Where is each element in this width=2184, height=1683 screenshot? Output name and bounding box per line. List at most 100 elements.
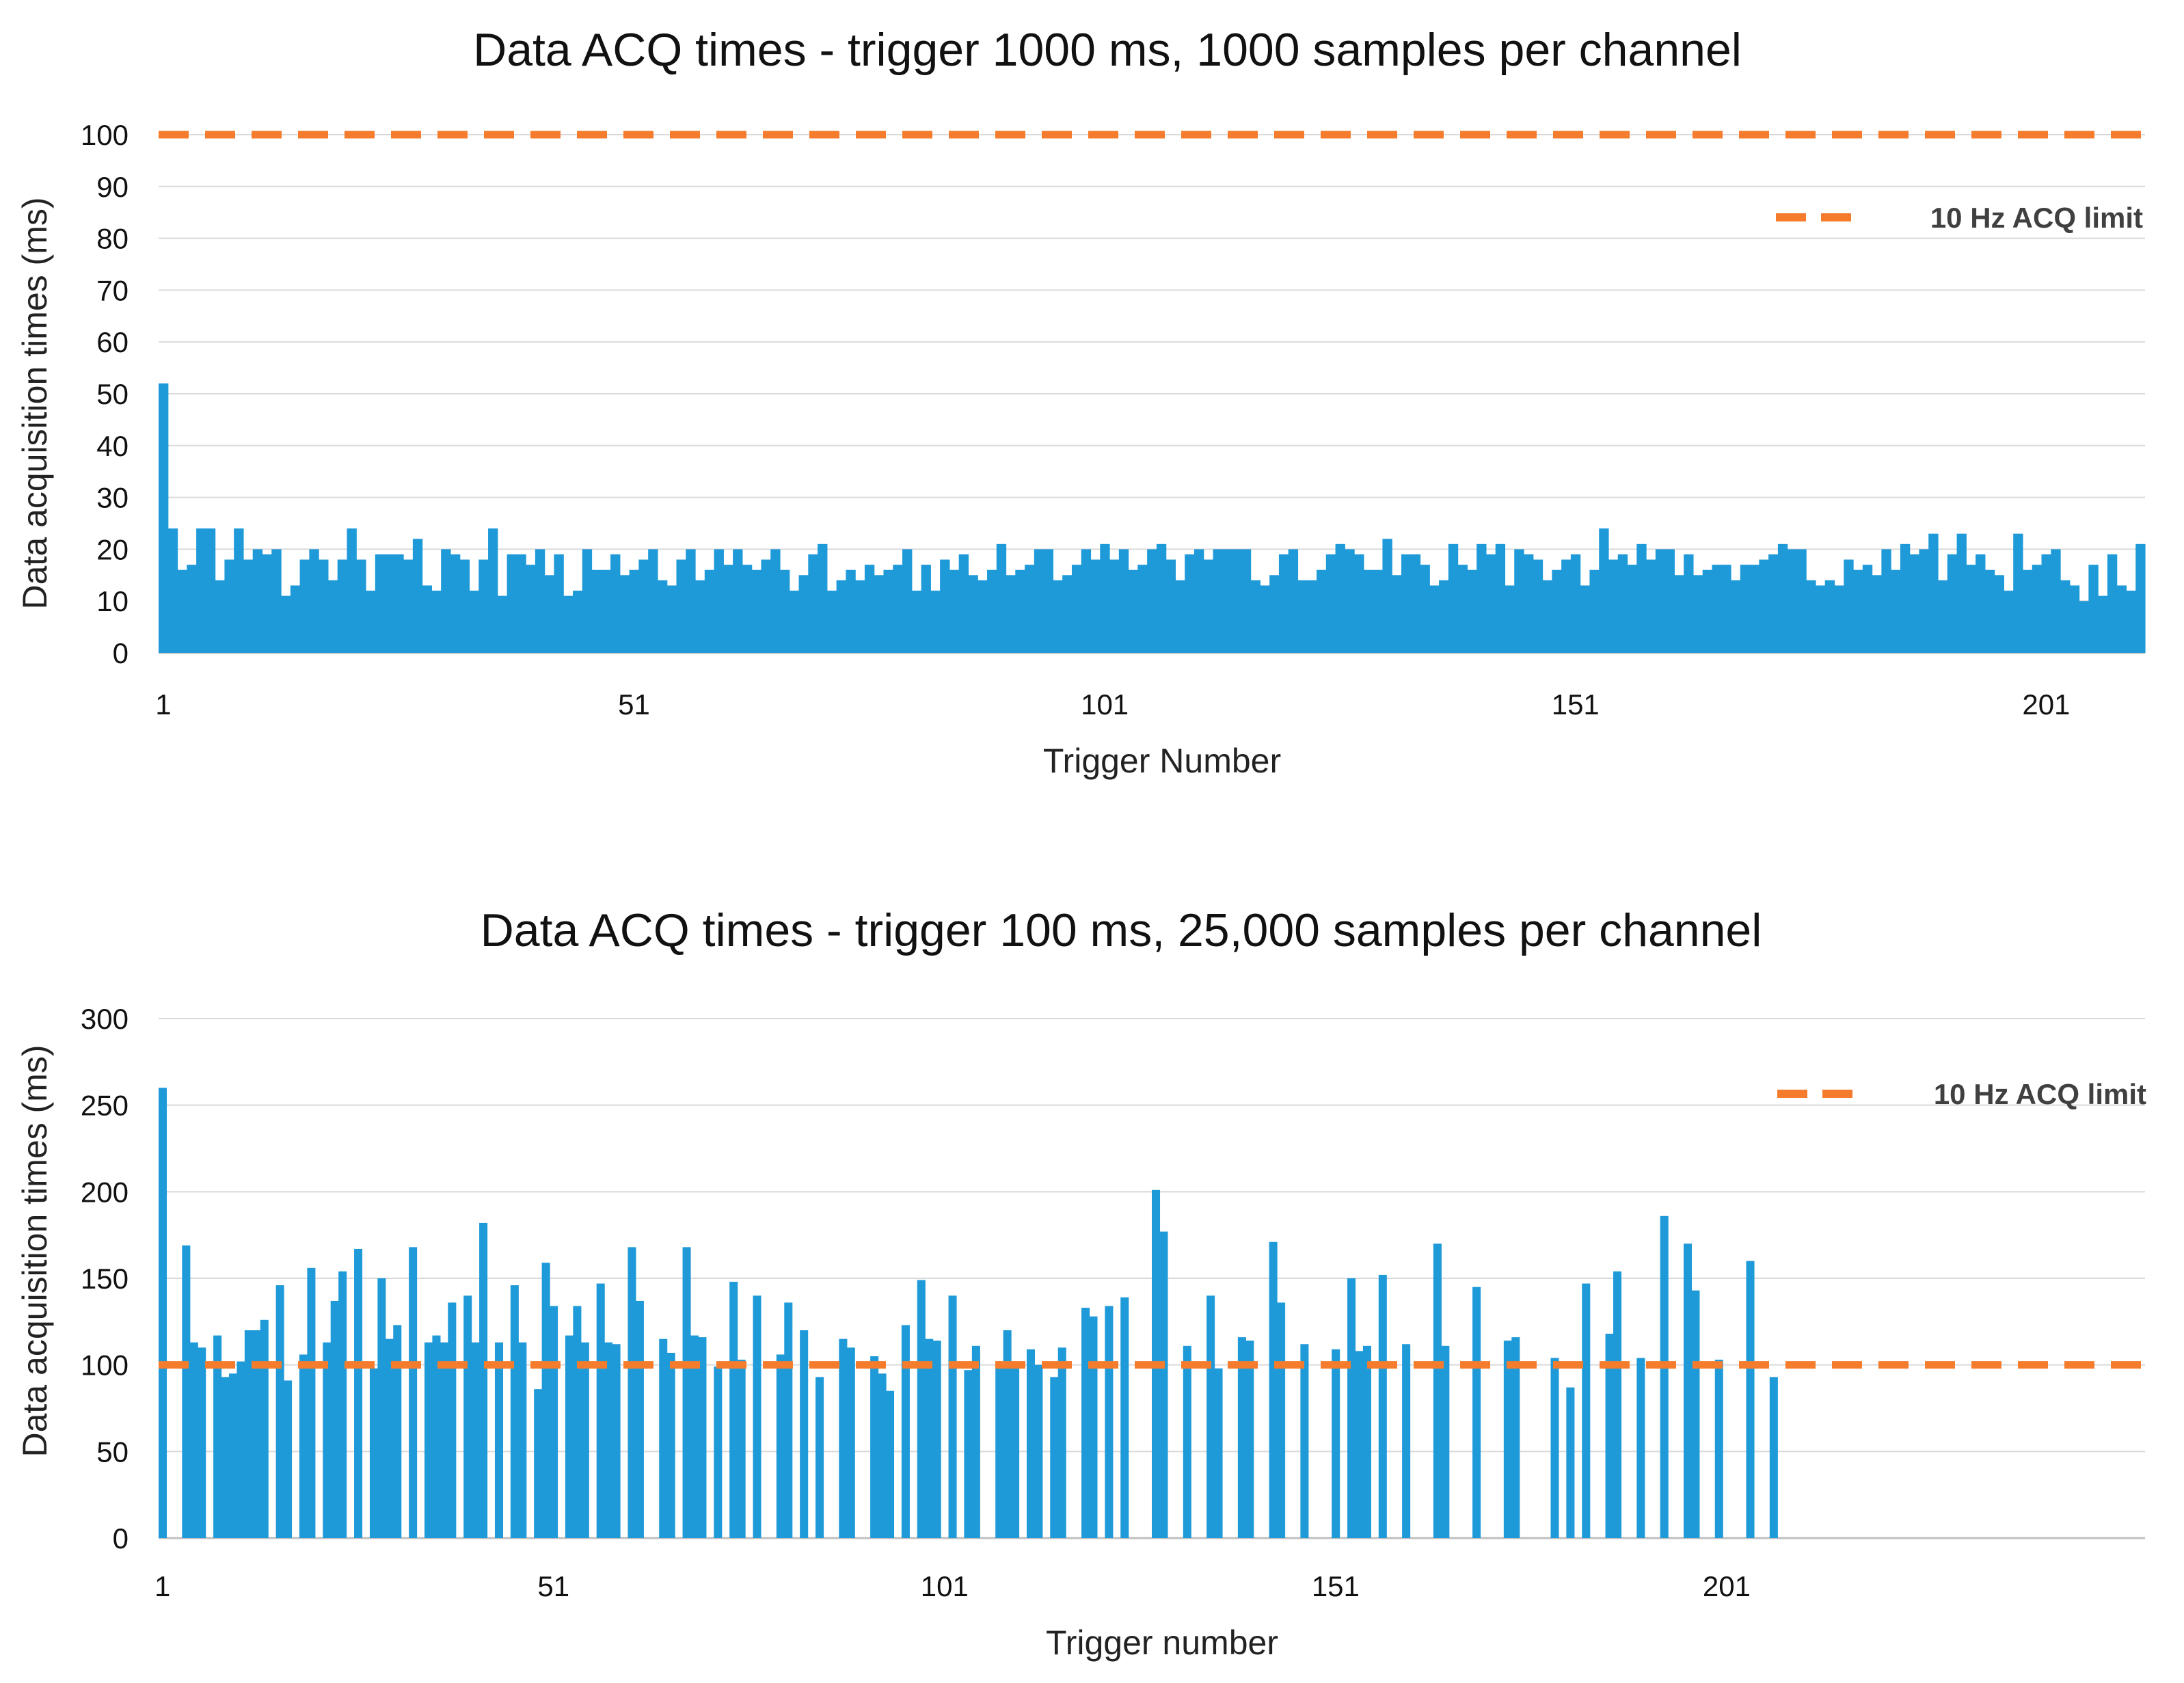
chart-1-y-tick-label: 50 [96, 378, 129, 410]
chart-1-bar [686, 549, 696, 653]
chart-2-bar [393, 1325, 402, 1538]
chart-2-legend-label: 10 Hz ACQ limit [1934, 1078, 2146, 1110]
chart-2-legend: 10 Hz ACQ limit [1777, 1078, 2146, 1110]
chart-1-bar [1938, 580, 1948, 653]
chart-2-bar [839, 1338, 848, 1538]
chart-1-bar [1297, 580, 1308, 653]
chart-2-bar [714, 1366, 723, 1538]
chart-1-bar [949, 569, 960, 653]
chart-1-bar [1288, 549, 1299, 653]
chart-1-y-tick-label: 100 [81, 119, 129, 151]
chart-2-y-axis-label: Data acquisition times (ms) [16, 1045, 54, 1457]
chart-1-bar [1025, 565, 1035, 653]
chart-2-x-tick-label: 151 [1312, 1570, 1360, 1602]
chart-1-bar [1505, 585, 1515, 653]
chart-2-bar [1159, 1231, 1168, 1538]
chart-1-bar [262, 554, 272, 653]
chart-2-bar [628, 1247, 636, 1538]
chart-1-bar [252, 549, 263, 653]
chart-1-bar [1646, 559, 1656, 653]
chart-1-bar [582, 549, 593, 653]
chart-1-bar [2041, 554, 2051, 653]
chart-2-bar [541, 1263, 550, 1538]
chart-1-bar [1354, 554, 1364, 653]
chart-2-bar [1550, 1358, 1559, 1538]
chart-1-bar [733, 549, 743, 653]
chart-1-bar [488, 528, 498, 653]
chart-1-bar [507, 554, 517, 653]
chart-1-bar [1552, 569, 1562, 653]
chart-1-bar [290, 585, 301, 653]
chart-2-bar [284, 1380, 293, 1538]
chart-1-bar [1533, 559, 1543, 653]
chart-1-bar [1147, 549, 1157, 653]
chart-2-bar [1214, 1368, 1223, 1538]
chart-1-bar [2013, 533, 2023, 653]
chart-2-title: Data ACQ times - trigger 100 ms, 25,000 … [481, 904, 1762, 956]
chart-2-bar [1105, 1306, 1114, 1538]
chart-1-bar [1976, 554, 1986, 653]
chart-2-bar [369, 1368, 378, 1538]
chart-1-x-tick-label: 151 [1552, 688, 1600, 721]
chart-2-bar [666, 1352, 675, 1538]
chart-2-bar [1237, 1337, 1246, 1538]
chart-1-bar [1834, 585, 1844, 653]
chart-2-bar [377, 1278, 386, 1538]
chart-2-bar [800, 1330, 809, 1538]
chart-1-bar [1128, 569, 1138, 653]
chart-1-bar [516, 554, 526, 653]
chart-1-bar [1495, 543, 1506, 653]
chart-1-y-tick-label: 0 [113, 637, 129, 669]
chart-1-bar [1392, 575, 1402, 653]
chart-1-bar [375, 554, 386, 653]
chart-2-bar [925, 1338, 934, 1538]
chart-2-bar [1245, 1341, 1254, 1538]
chart-1-bar [1702, 569, 1713, 653]
chart-2-bar [1402, 1344, 1411, 1538]
chart-1-bar [450, 554, 461, 653]
chart-2-bar [1714, 1360, 1723, 1538]
chart-2-bar [307, 1267, 316, 1538]
chart-1-bar [1137, 565, 1148, 653]
chart-2-bar [213, 1335, 222, 1538]
chart-2-bar [1206, 1295, 1215, 1538]
chart-2-bar [1503, 1341, 1512, 1538]
chart-1-bar [930, 591, 941, 653]
chart-1-bar [1542, 580, 1552, 653]
chart-1-bar [1156, 543, 1167, 653]
chart-1-bar [1627, 565, 1637, 653]
chart-1-bar [826, 591, 837, 653]
chart-1-bar [1862, 565, 1873, 653]
chart-1-x-tick-label: 51 [618, 688, 650, 721]
chart-1-bar [356, 559, 366, 653]
chart-2-bar [1660, 1215, 1669, 1538]
chart-1-bar [1891, 569, 1901, 653]
chart-1-bar [695, 580, 705, 653]
chart-1-bar [2069, 585, 2080, 653]
chart-2-bar [518, 1342, 527, 1538]
chart-2: Data ACQ times - trigger 100 ms, 25,000 … [16, 904, 2146, 1662]
chart-1-bar [281, 595, 291, 653]
chart-1-bar [601, 569, 611, 653]
chart-2-bar [1026, 1349, 1035, 1538]
chart-2-x-tick-label: 51 [537, 1570, 569, 1602]
chart-2-bar [463, 1295, 472, 1538]
chart-2-y-tick-label: 300 [81, 1003, 129, 1035]
chart-1-bar [224, 559, 234, 653]
chart-2-bar [1277, 1302, 1286, 1538]
chart-2-bar [1441, 1345, 1450, 1538]
chart-2-bar [1120, 1297, 1129, 1538]
chart-1-bar [365, 591, 376, 653]
chart-1-bar [309, 549, 319, 653]
chart-2-bar [299, 1354, 308, 1538]
chart-1-bar [1232, 549, 1242, 653]
chart-1-bar [978, 580, 988, 653]
chart-2-bar [338, 1271, 347, 1538]
chart-1-bar [1928, 533, 1939, 653]
chart-1-x-axis-label: Trigger Number [1043, 742, 1281, 780]
chart-2-bar [432, 1335, 441, 1538]
chart-1-bar [855, 580, 865, 653]
chart-2-bar [573, 1306, 582, 1538]
chart-1-x-ticks: 1 51 101 151 201 [155, 688, 2070, 721]
chart-2-bar [580, 1342, 589, 1538]
